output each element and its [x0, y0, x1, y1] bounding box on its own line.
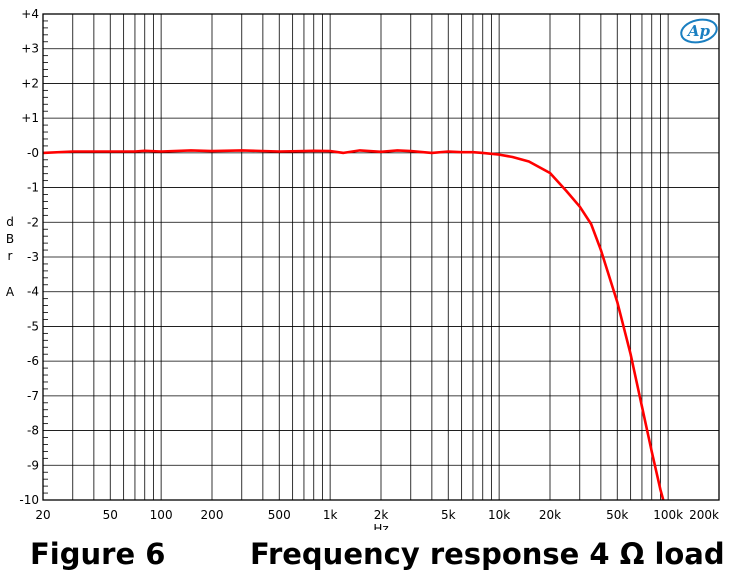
data-point [472, 151, 474, 153]
data-point [241, 149, 243, 152]
x-tick-label: 200k [689, 508, 719, 522]
data-point [447, 150, 450, 153]
y-axis-label-letter: d [6, 215, 14, 229]
data-point [134, 150, 136, 153]
x-tick-label: 10k [488, 508, 510, 522]
data-point [72, 150, 74, 153]
figure-number: Figure 6 [30, 537, 166, 571]
data-point [211, 150, 213, 152]
x-tick-label: 1k [323, 508, 338, 522]
data-point [600, 249, 602, 251]
data-point [579, 205, 581, 208]
data-point [359, 149, 361, 152]
figure-title: Frequency response 4 Ω load [250, 537, 725, 571]
data-point [616, 301, 619, 303]
data-point [659, 488, 662, 491]
y-tick-label: -3 [27, 250, 39, 264]
frequency-response-chart: +4+3+2+1-0-1-2-3-4-5-6-7-8-9-10 20 50 100 2… [6, 7, 720, 530]
x-axis-label: Hz [373, 522, 388, 530]
y-axis-label: dBr A [6, 215, 15, 299]
data-point [143, 150, 146, 152]
data-point [380, 151, 382, 153]
data-point [396, 149, 399, 152]
data-point [410, 150, 412, 152]
data-point [329, 150, 331, 152]
y-tick-label: -2 [27, 215, 39, 229]
data-point [431, 152, 433, 154]
data-point [528, 160, 530, 163]
y-tick-labels: +4 +3 +2 +1 -0 -1 -2 -3 -4 -5 -6 -7 -8 -9 -10 [19, 7, 39, 507]
data-point [342, 152, 345, 154]
data-point [312, 150, 315, 152]
y-axis-label-letter: A [6, 285, 15, 299]
x-tick-label: 500 [268, 508, 291, 522]
data-point [481, 152, 484, 154]
x-tick-label: 20k [539, 508, 561, 522]
data-point [565, 190, 568, 192]
data-point [460, 151, 463, 153]
data-point [629, 353, 632, 356]
y-axis-label-letter: r [8, 249, 13, 263]
grid-lines [43, 14, 719, 500]
x-tick-label: 50 [103, 508, 118, 522]
x-tick-label: 100 [150, 508, 173, 522]
x-tick-label: 5k [441, 508, 456, 522]
data-point [511, 156, 514, 158]
x-tick-label: 200 [201, 508, 224, 522]
svg-text:Ap: Ap [686, 22, 711, 40]
data-point [109, 150, 112, 153]
data-point [498, 153, 500, 156]
data-point [590, 223, 592, 225]
y-axis-label-letter: B [6, 232, 14, 246]
data-series [43, 149, 665, 500]
data-point [650, 450, 653, 453]
y-tick-label: -5 [27, 319, 39, 333]
x-tick-label: 100k [653, 508, 683, 522]
y-tick-label: -0 [27, 146, 39, 160]
ap-logo-icon: Ap [680, 18, 718, 44]
y-tick-label: +2 [21, 76, 39, 90]
y-tick-label: -6 [27, 354, 39, 368]
data-point [641, 405, 643, 408]
x-tick-label: 20 [35, 508, 50, 522]
x-tick-labels: 20 50 100 200 500 1k 2k 5k 10k 20k 50k 100k 200k [35, 508, 719, 522]
y-tick-label: -9 [27, 458, 39, 472]
data-point [190, 149, 192, 152]
data-point [303, 150, 305, 152]
data-point [278, 150, 281, 153]
y-tick-label: -4 [27, 285, 39, 299]
y-tick-label: +1 [21, 111, 39, 125]
y-tick-label: +3 [21, 42, 39, 56]
y-tick-label: -8 [27, 424, 39, 438]
data-point [549, 172, 551, 174]
x-tick-label: 2k [374, 508, 389, 522]
y-tick-label: +4 [21, 7, 39, 21]
y-tick-label: -10 [19, 493, 39, 507]
data-point [160, 150, 162, 153]
y-tick-label: -1 [27, 181, 39, 195]
x-tick-label: 50k [606, 508, 628, 522]
y-tick-label: -7 [27, 389, 39, 403]
plot-frame [42, 13, 720, 501]
